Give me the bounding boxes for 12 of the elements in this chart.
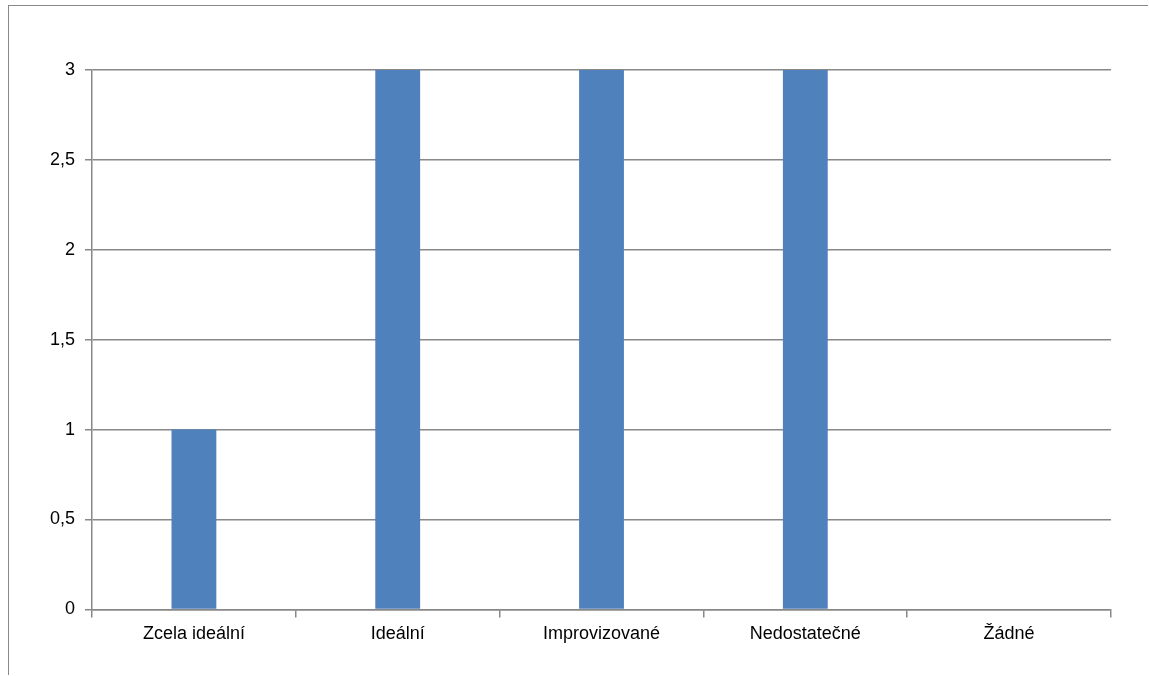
- x-tick-label: Žádné: [983, 623, 1035, 644]
- y-tick-label: 0,5: [49, 508, 76, 529]
- y-tick-label: 2,5: [49, 148, 76, 169]
- y-tick-label: 3: [65, 58, 76, 79]
- y-tick-label: 1,5: [49, 328, 76, 349]
- y-tick-label: 0: [65, 598, 76, 619]
- x-tick-label: Ideální: [370, 623, 425, 644]
- x-tick-label: Nedostatečné: [749, 623, 861, 644]
- y-tick-label: 2: [65, 238, 76, 259]
- x-tick-label: Zcela ideální: [142, 623, 245, 644]
- y-tick-label: 1: [65, 418, 76, 439]
- x-tick-label: Improvizované: [542, 623, 661, 644]
